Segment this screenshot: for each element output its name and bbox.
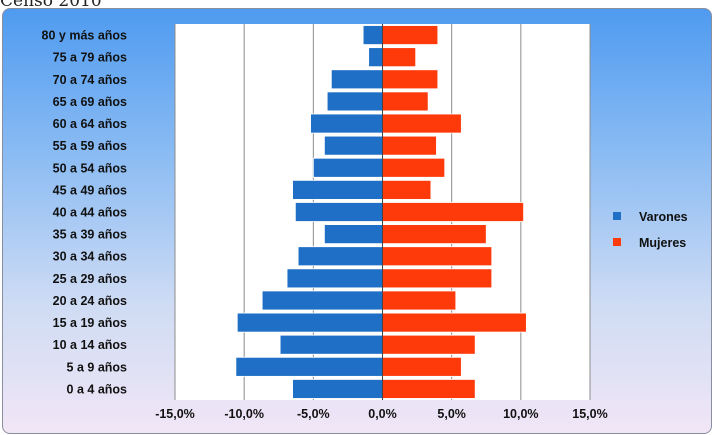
category-label: 65 a 69 años bbox=[53, 95, 127, 109]
population-pyramid-chart: 0 a 4 años 5 a 9 años 10 a 14 años 15 a 19 … bbox=[42, 24, 688, 421]
legend: Varones Mujeres bbox=[613, 210, 688, 250]
bars bbox=[235, 25, 527, 399]
category-labels: 0 a 4 años 5 a 9 años 10 a 14 años 15 a 19 … bbox=[42, 29, 128, 397]
category-label: 60 a 64 años bbox=[53, 117, 127, 131]
bar-mujeres bbox=[382, 379, 476, 399]
bar-varones bbox=[261, 290, 383, 311]
bar-mujeres bbox=[382, 69, 439, 90]
category-label: 0 a 4 años bbox=[67, 382, 127, 396]
category-label: 80 y más años bbox=[42, 29, 128, 43]
category-label: 35 a 39 años bbox=[53, 228, 127, 242]
chart-frame: 0 a 4 años 5 a 9 años 10 a 14 años 15 a 19 … bbox=[2, 8, 712, 434]
x-tick-labels: -15,0% -10,0% -5,0% 0,0% 5,0% 10,0% 15,0% bbox=[155, 407, 608, 421]
category-label: 50 a 54 años bbox=[53, 161, 127, 175]
bar-mujeres bbox=[382, 202, 525, 222]
bar-mujeres bbox=[382, 47, 417, 68]
bar-mujeres bbox=[382, 91, 429, 112]
x-tick-label: -15,0% bbox=[155, 407, 195, 421]
bar-mujeres bbox=[382, 246, 493, 267]
bar-varones bbox=[323, 135, 383, 156]
category-label: 10 a 14 años bbox=[53, 338, 127, 352]
x-tick-label: 5,0% bbox=[437, 407, 466, 421]
x-tick-label: 10,0% bbox=[503, 407, 538, 421]
bar-varones bbox=[294, 202, 383, 222]
category-label: 5 a 9 años bbox=[67, 360, 127, 374]
bar-mujeres bbox=[382, 312, 527, 333]
bar-mujeres bbox=[382, 334, 476, 355]
category-label: 20 a 24 años bbox=[53, 294, 127, 308]
bar-varones bbox=[286, 268, 383, 289]
category-label: 40 a 44 años bbox=[53, 206, 127, 220]
bar-varones bbox=[292, 379, 383, 399]
category-label: 70 a 74 años bbox=[53, 73, 127, 87]
bar-varones bbox=[368, 47, 383, 68]
bar-mujeres bbox=[382, 157, 446, 178]
bar-varones bbox=[297, 246, 383, 267]
bar-mujeres bbox=[382, 113, 462, 134]
x-tick-label: -5,0% bbox=[297, 407, 330, 421]
bar-mujeres bbox=[382, 268, 493, 289]
category-label: 15 a 19 años bbox=[53, 316, 127, 330]
bar-mujeres bbox=[382, 135, 437, 156]
legend-label-varones: Varones bbox=[639, 210, 688, 224]
bar-mujeres bbox=[382, 290, 457, 311]
legend-label-mujeres: Mujeres bbox=[639, 236, 686, 250]
x-tick-label: 0,0% bbox=[368, 407, 397, 421]
category-label: 25 a 29 años bbox=[53, 272, 127, 286]
bar-mujeres bbox=[382, 25, 439, 45]
bar-varones bbox=[235, 356, 383, 377]
legend-swatch-varones bbox=[613, 212, 621, 220]
bar-varones bbox=[326, 91, 383, 112]
bar-varones bbox=[362, 25, 383, 45]
bar-varones bbox=[310, 113, 383, 134]
chart-caption: Censo 2010 bbox=[0, 0, 102, 11]
category-label: 55 a 59 años bbox=[53, 139, 127, 153]
bar-varones bbox=[323, 224, 383, 245]
bar-mujeres bbox=[382, 179, 432, 200]
x-tick-label: -10,0% bbox=[224, 407, 264, 421]
bar-varones bbox=[236, 312, 383, 333]
legend-swatch-mujeres bbox=[613, 238, 621, 246]
x-tick-label: 15,0% bbox=[572, 407, 607, 421]
bar-varones bbox=[292, 179, 383, 200]
bar-varones bbox=[330, 69, 383, 90]
category-label: 45 a 49 años bbox=[53, 183, 127, 197]
bar-varones bbox=[279, 334, 383, 355]
bar-mujeres bbox=[382, 224, 487, 245]
category-label: 30 a 34 años bbox=[53, 250, 127, 264]
bar-mujeres bbox=[382, 356, 462, 377]
category-label: 75 a 79 años bbox=[53, 51, 127, 65]
bar-varones bbox=[312, 157, 383, 178]
